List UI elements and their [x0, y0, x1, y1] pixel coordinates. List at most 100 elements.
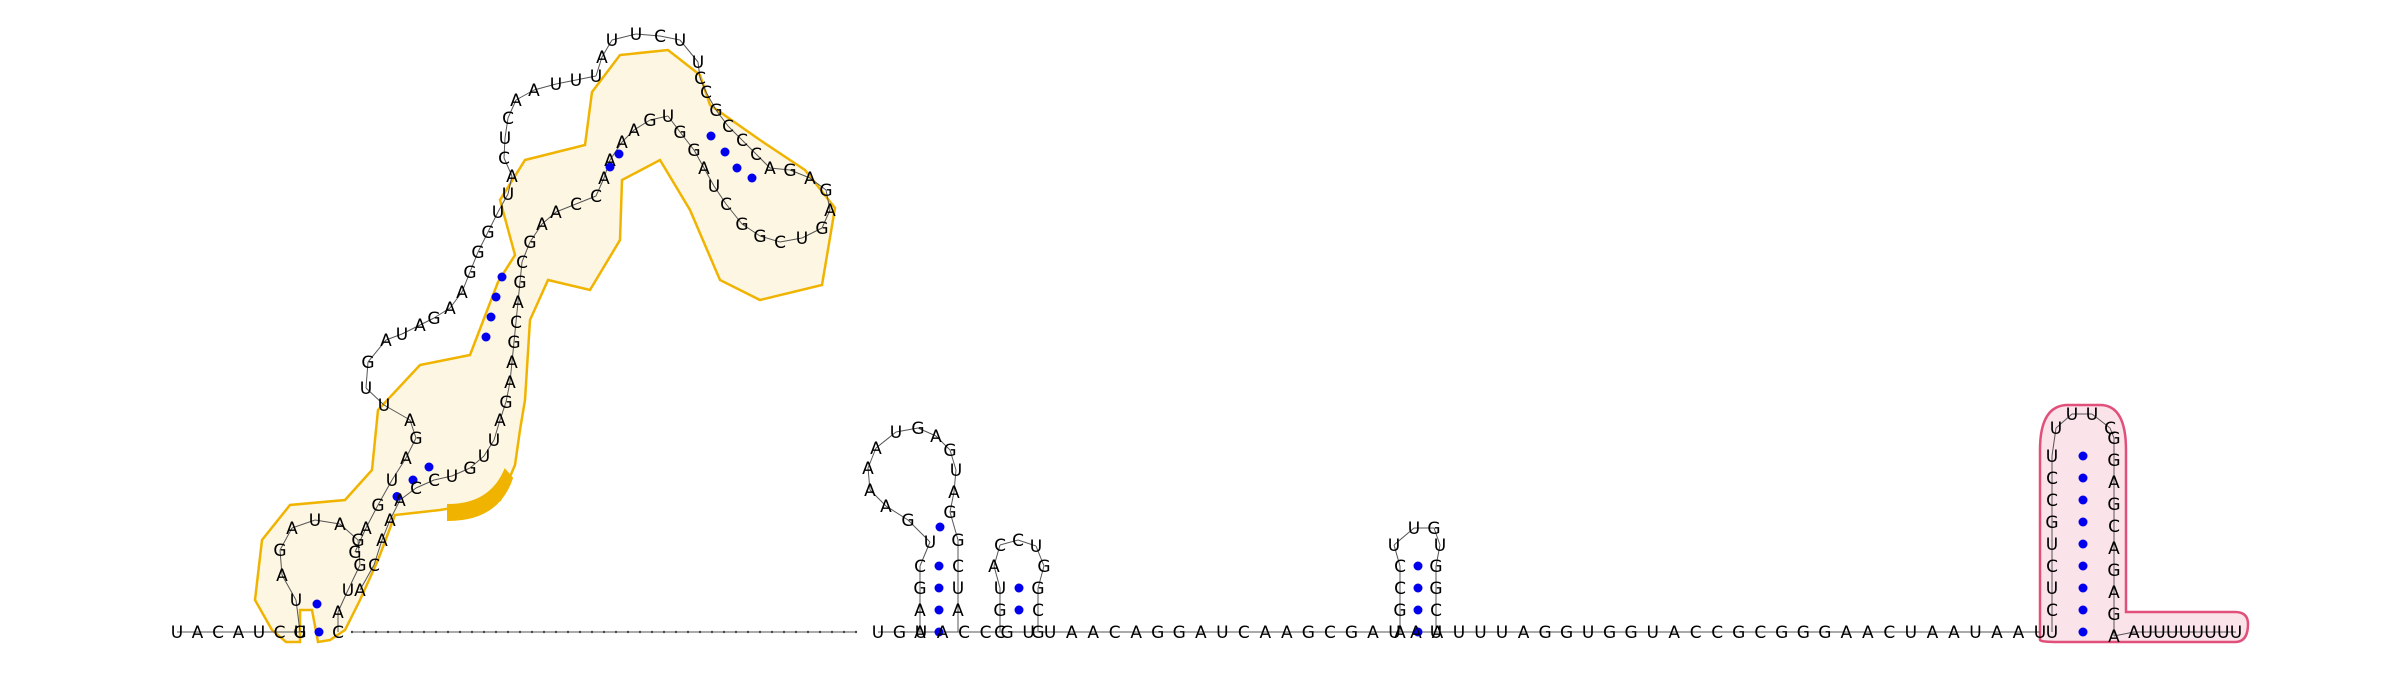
middle-backbone-base: G	[1775, 623, 1788, 643]
multiloop-base: A	[824, 201, 836, 221]
right-tail-base: U	[2217, 623, 2229, 643]
multiloop-base: U	[502, 185, 514, 205]
hairpin-1-base: G	[943, 441, 956, 461]
right-tail-base: U	[2179, 623, 2191, 643]
base-pair-dot	[934, 605, 944, 615]
multiloop-base: C	[720, 195, 732, 215]
middle-backbone-base: C	[958, 623, 970, 643]
base-pair-dot	[314, 627, 324, 637]
linker-dot	[710, 630, 714, 634]
multiloop-base: U	[606, 31, 618, 51]
hairpin-1-base: U	[952, 579, 964, 599]
middle-backbone-base: G	[1001, 623, 1014, 643]
hairpin-2-base: C	[1012, 531, 1024, 551]
multiloop-base: U	[550, 75, 562, 95]
multiloop-base: A	[506, 167, 518, 187]
left-hairpin-base: U	[342, 581, 354, 601]
middle-backbone-base: A	[2013, 623, 2025, 643]
hairpin-2-base: G	[1031, 579, 1044, 599]
hairpin-1-base: A	[870, 439, 882, 459]
multiloop-base: A	[456, 283, 468, 303]
multiloop-base: G	[371, 496, 384, 516]
multiloop-base: A	[598, 169, 610, 189]
middle-backbone-base: A	[1862, 623, 1874, 643]
middle-backbone-base: U	[1022, 623, 1034, 643]
hairpin-2-base: G	[993, 601, 1006, 621]
linker-dot	[674, 630, 678, 634]
multiloop-base: C	[502, 109, 514, 129]
multiloop-base: A	[506, 353, 518, 373]
linker-dot	[374, 630, 378, 634]
base-pair-dot	[706, 131, 716, 141]
multiloop-base: G	[687, 141, 700, 161]
multiloop-base: U	[630, 25, 642, 45]
multiloop-base: U	[499, 129, 511, 149]
multiloop-base: A	[354, 581, 366, 601]
hairpin-2-base: G	[1037, 557, 1050, 577]
linker-dot	[854, 630, 858, 634]
linker-dot	[410, 630, 414, 634]
multiloop-base: G	[507, 333, 520, 353]
base-pair-dot	[312, 599, 322, 609]
terminator-base: G	[2107, 429, 2120, 449]
terminator-base: U	[2046, 579, 2058, 599]
hairpin-1-base: G	[943, 503, 956, 523]
hairpin-3-base: G	[1393, 601, 1406, 621]
base-pair-dot	[1413, 627, 1423, 637]
middle-backbone-base: G	[1625, 623, 1638, 643]
linker-dot	[722, 630, 726, 634]
left-hairpin-base: U	[294, 623, 306, 643]
hairpin-2-base: U	[994, 579, 1006, 599]
middle-backbone-base: A	[1948, 623, 1960, 643]
highlighted-region	[253, 48, 837, 644]
multiloop-base: C	[410, 479, 422, 499]
hairpin-1-base: U	[924, 533, 936, 553]
multiloop-base: U	[360, 379, 372, 399]
linker-dot	[482, 630, 486, 634]
linker-dot	[362, 630, 366, 634]
hairpin-1-base: A	[914, 601, 926, 621]
multiloop-base: U	[378, 396, 390, 416]
left-tail-base: G	[293, 623, 306, 643]
right-tail-base: U	[2153, 623, 2165, 643]
base-pair-dot	[491, 292, 501, 302]
linker-dot	[530, 630, 534, 634]
middle-backbone-base: A	[1281, 623, 1293, 643]
middle-backbone-base: U	[1646, 623, 1658, 643]
hairpin-1-base: A	[930, 427, 942, 447]
right-tail-base: U	[2141, 623, 2153, 643]
right-tail-base: U	[2230, 623, 2242, 643]
terminator-base: U	[2050, 419, 2062, 439]
base-pair-dot	[1014, 605, 1024, 615]
linker-dot	[554, 630, 558, 634]
base-pair-dot	[1413, 605, 1423, 615]
base-pair-dot	[934, 561, 944, 571]
middle-backbone-base: G	[1818, 623, 1831, 643]
base-pair-dot	[2078, 473, 2088, 483]
linker-dot	[626, 630, 630, 634]
right-tail-base: U	[2192, 623, 2204, 643]
multiloop-base: U	[446, 467, 458, 487]
multiloop-base: U	[570, 71, 582, 91]
multiloop-base: G	[481, 223, 494, 243]
multiloop-base: A	[764, 159, 776, 179]
multiloop-base: G	[673, 123, 686, 143]
multiloop-base: U	[796, 229, 808, 249]
left-tail-base: U	[253, 623, 265, 643]
multiloop-base: U	[396, 325, 408, 345]
multiloop-base: A	[698, 159, 710, 179]
hairpin-1-base: G	[913, 579, 926, 599]
terminator-base: C	[2046, 491, 2058, 511]
middle-backbone-base: A	[1260, 623, 1272, 643]
multiloop-base: C	[654, 27, 666, 47]
linker-dot	[434, 630, 438, 634]
base-pair-dot	[486, 312, 496, 322]
linker-dot	[770, 630, 774, 634]
multiloop-base: A	[528, 81, 540, 101]
hairpin-3-base: G	[1427, 519, 1440, 539]
multiloop-base: G	[709, 101, 722, 121]
right-tail-base: U	[2204, 623, 2216, 643]
base-pair-dot	[2078, 561, 2088, 571]
base-pair-dot	[614, 149, 624, 159]
